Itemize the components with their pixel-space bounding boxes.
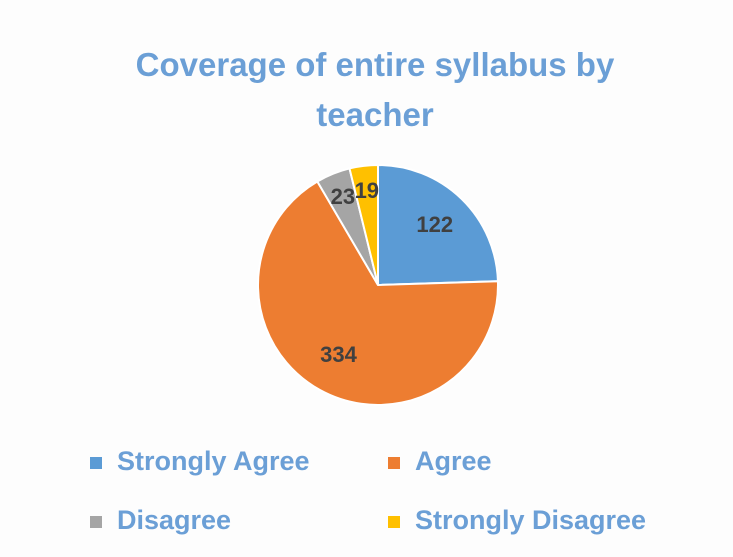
legend-swatch <box>388 516 400 528</box>
legend-label: Disagree <box>117 505 231 535</box>
legend-swatch <box>388 457 400 469</box>
data-label: 334 <box>320 342 357 367</box>
legend-swatch <box>90 516 102 528</box>
data-label: 122 <box>416 212 453 237</box>
data-label: 23 <box>331 184 355 209</box>
legend-swatch <box>90 457 102 469</box>
pie-slice <box>257 180 499 406</box>
legend-label: Strongly Agree <box>117 446 310 476</box>
legend-label: Strongly Disagree <box>415 505 646 535</box>
chart-title: Coverage of entire syllabus by teacher <box>135 46 615 133</box>
pie-slice <box>377 163 499 287</box>
data-label: 19 <box>355 178 379 203</box>
legend-label: Agree <box>415 446 492 476</box>
pie-slice <box>348 163 379 286</box>
